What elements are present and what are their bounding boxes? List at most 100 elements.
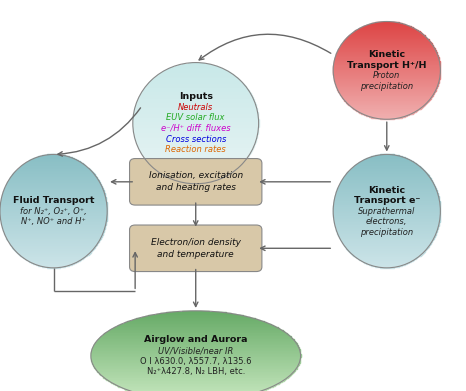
Bar [341, 44, 432, 45]
Bar [335, 196, 439, 197]
Bar [133, 131, 258, 132]
Bar [337, 190, 437, 191]
Bar [21, 166, 86, 167]
Bar [12, 246, 96, 247]
FancyBboxPatch shape [130, 225, 262, 271]
Bar [138, 146, 254, 147]
Bar [0, 210, 107, 211]
Bar [133, 128, 258, 129]
Bar [164, 175, 228, 176]
Bar [117, 385, 274, 386]
Bar [341, 182, 433, 183]
Bar [333, 209, 440, 210]
Bar [8, 180, 99, 181]
Bar [31, 159, 76, 160]
Bar [92, 363, 299, 364]
Bar [364, 25, 409, 26]
Bar [333, 208, 440, 209]
Bar [346, 248, 427, 249]
Bar [335, 80, 439, 81]
Bar [336, 191, 437, 192]
Bar [333, 70, 440, 71]
Bar [98, 371, 294, 372]
Bar [346, 101, 428, 102]
Bar [26, 259, 81, 260]
Bar [341, 45, 433, 46]
Bar [19, 254, 89, 255]
Bar [4, 190, 103, 191]
Bar [336, 227, 438, 228]
Bar [380, 118, 394, 119]
Bar [336, 230, 437, 231]
Text: Electron/ion density: Electron/ion density [151, 238, 241, 247]
Bar [350, 252, 424, 253]
Bar [47, 267, 61, 268]
Bar [144, 88, 247, 89]
Bar [16, 251, 91, 252]
Bar [0, 206, 107, 207]
Bar [135, 139, 256, 140]
Bar [333, 206, 440, 207]
Bar [336, 55, 438, 56]
Bar [166, 312, 226, 313]
Bar [359, 112, 414, 113]
Bar [18, 253, 89, 254]
Bar [345, 175, 429, 176]
Bar [3, 191, 104, 192]
Bar [109, 330, 283, 331]
Bar [340, 94, 433, 95]
Bar [336, 229, 438, 230]
Bar [346, 247, 428, 248]
Bar [41, 266, 66, 267]
Bar [98, 372, 293, 373]
Bar [162, 72, 230, 73]
Bar [165, 70, 226, 71]
Bar [141, 93, 251, 94]
Bar [0, 214, 107, 215]
Bar [15, 250, 92, 251]
Bar [100, 337, 291, 338]
Bar [110, 381, 281, 382]
Bar [2, 195, 105, 196]
Bar [336, 85, 438, 86]
Bar [334, 65, 440, 66]
Bar [96, 370, 295, 371]
Bar [104, 333, 287, 334]
Bar [355, 165, 418, 166]
Bar [333, 67, 440, 68]
Bar [3, 228, 104, 229]
Bar [139, 97, 253, 98]
Bar [91, 354, 301, 355]
Bar [343, 41, 430, 42]
Bar [349, 251, 425, 252]
Bar [363, 261, 411, 262]
Bar [344, 40, 429, 41]
Bar [155, 77, 237, 78]
Bar [359, 162, 414, 163]
Bar [335, 58, 439, 59]
Bar [93, 364, 299, 365]
Bar [142, 154, 249, 156]
Bar [101, 336, 291, 337]
Bar [138, 99, 254, 100]
Bar [340, 47, 434, 48]
Bar [41, 155, 66, 156]
Bar [0, 216, 107, 217]
Text: Cross sections: Cross sections [165, 135, 226, 143]
Bar [4, 231, 103, 232]
Text: Kinetic: Kinetic [368, 50, 405, 59]
Bar [1, 201, 106, 202]
Bar [338, 90, 436, 91]
Bar [334, 218, 440, 219]
Bar [2, 196, 105, 197]
Bar [146, 160, 246, 161]
Bar [92, 348, 299, 349]
Bar [4, 232, 103, 233]
Bar [133, 119, 259, 120]
Bar [7, 183, 100, 184]
Bar [349, 105, 425, 106]
Bar [35, 157, 72, 158]
Bar [340, 238, 434, 239]
Text: precipitation: precipitation [360, 228, 413, 237]
Bar [148, 315, 243, 316]
